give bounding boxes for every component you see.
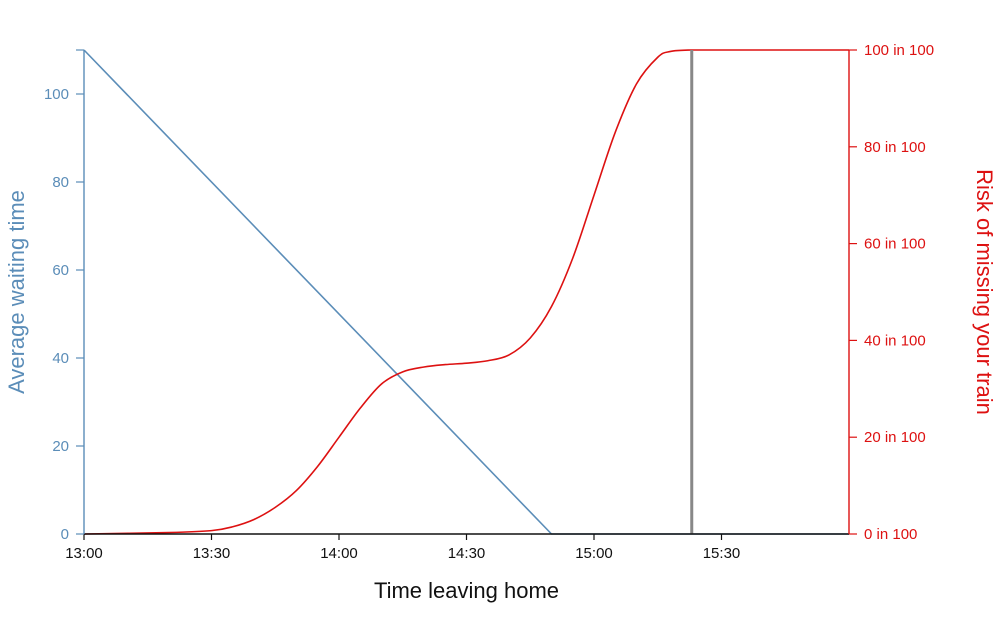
right-tick-label: 0 in 100 <box>864 526 917 543</box>
risk-curve <box>83 49 849 535</box>
left-tick-label: 0 <box>61 526 69 543</box>
right-axis-title: Risk of missing your train <box>972 169 997 415</box>
x-tick-label: 13:00 <box>65 545 103 562</box>
waiting-time-line <box>83 49 849 535</box>
x-tick-label: 15:30 <box>703 545 741 562</box>
left-tick-label: 60 <box>52 262 69 279</box>
x-tick-label: 14:30 <box>448 545 486 562</box>
series-layer <box>83 49 849 535</box>
axes-layer: 13:00 13:30 14:00 14:30 15:00 15:30 0 20 40 60 80 1… <box>44 42 934 562</box>
right-tick-label: 20 in 100 <box>864 429 926 446</box>
left-tick-label: 40 <box>52 350 69 367</box>
right-tick-label: 40 in 100 <box>864 332 926 349</box>
left-tick-label: 100 <box>44 86 69 103</box>
x-tick-label: 13:30 <box>193 545 231 562</box>
right-tick-label: 60 in 100 <box>864 236 926 253</box>
left-tick-label: 80 <box>52 174 69 191</box>
right-tick-label: 100 in 100 <box>864 42 934 59</box>
x-axis-title: Time leaving home <box>374 578 559 603</box>
x-tick-label: 14:00 <box>320 545 358 562</box>
left-tick-label: 20 <box>52 438 69 455</box>
right-tick-label: 80 in 100 <box>864 139 926 156</box>
left-axis-title: Average waiting time <box>4 190 29 394</box>
x-tick-label: 15:00 <box>575 545 613 562</box>
